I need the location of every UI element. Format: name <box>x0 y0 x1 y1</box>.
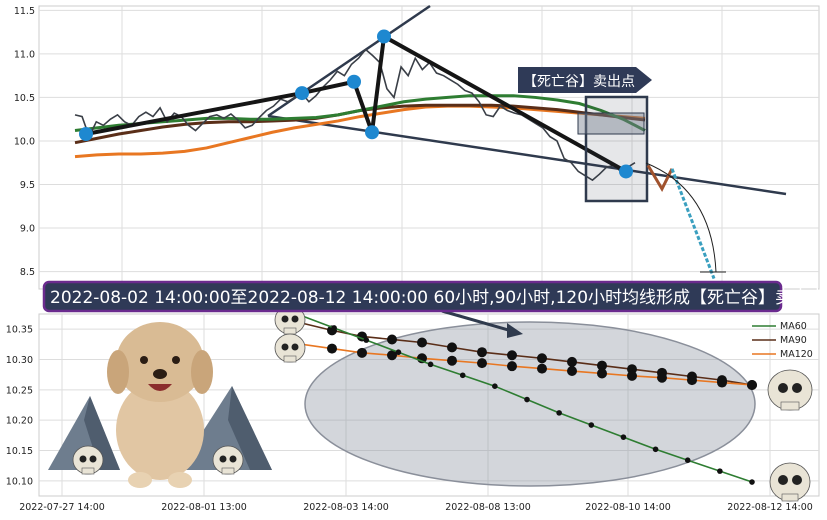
ma60-point <box>395 349 402 356</box>
ma60-point <box>363 337 370 343</box>
ma120-point <box>327 343 337 354</box>
ma-panel-x-tick-label: 2022-08-08 13:00 <box>445 502 531 513</box>
ma-panel-x-tick-label: 2022-08-01 13:00 <box>161 502 247 513</box>
pivot-point <box>295 86 309 101</box>
ma-panel-x-tick-label: 2022-08-10 14:00 <box>585 502 671 513</box>
death-valley-highlight-box <box>584 95 649 203</box>
ma90-point <box>597 360 607 371</box>
death-valley-tag: 【死亡谷】卖出点 <box>518 67 652 93</box>
ma60-point <box>620 434 627 440</box>
ma90-point <box>387 334 397 345</box>
ma120-point <box>717 377 727 388</box>
forecast-projection <box>670 168 716 280</box>
price-panel-y-tick-label: 10.5 <box>14 93 35 104</box>
ma-panel-y-tick-label: 10.15 <box>6 446 33 457</box>
ma-panel-y-tick-label: 10.30 <box>6 355 33 366</box>
ma-panel-x-tick-label: 2022-07-27 14:00 <box>19 502 105 513</box>
poodle-dog-icon <box>107 322 213 488</box>
pivot-points <box>79 29 633 179</box>
lower-trendline <box>267 114 787 196</box>
announcement-banner: 2022-08-02 14:00:00至2022-08-12 14:00:00 … <box>42 280 826 313</box>
ma90-point <box>477 347 487 358</box>
price-panel-y-tick-label: 9.5 <box>20 180 35 191</box>
pivot-point <box>377 29 391 44</box>
pivot-point <box>347 74 361 89</box>
ma120-line <box>74 104 646 159</box>
ma-panel-y-tick-label: 10.25 <box>6 385 33 396</box>
price-panel-y-tick-label: 10.0 <box>14 136 35 147</box>
death-valley-box <box>577 95 649 203</box>
ma120-point <box>387 350 397 361</box>
pivot-point <box>365 125 379 140</box>
price-panel-y-tick-label: 9.0 <box>20 224 35 235</box>
ma90-series-line <box>301 322 753 386</box>
ma120-point <box>657 372 667 383</box>
ma60-point <box>459 372 466 379</box>
ma60-point <box>588 422 595 428</box>
ma60-point <box>427 361 434 368</box>
rock-icon <box>48 386 272 470</box>
ma120-point <box>627 370 637 381</box>
ma90-point <box>417 337 427 348</box>
ma60-point <box>556 410 562 416</box>
forecast-path <box>645 162 726 280</box>
legend-label-ma120: MA120 <box>780 349 813 360</box>
ma120-series-line <box>301 343 753 386</box>
ma-panel-y-tick-label: 10.10 <box>6 476 33 487</box>
ma-panel-x-tick-label: 2022-08-12 14:00 <box>727 502 813 513</box>
ma60-point <box>717 468 723 474</box>
death-valley-tag-label: 【死亡谷】卖出点 <box>523 74 635 90</box>
legend: MA60 MA90 MA120 <box>752 321 813 360</box>
ma120-point <box>567 366 577 377</box>
ma-panel-y-tick-label: 10.35 <box>6 325 33 336</box>
ma-panel: 10.10 10.15 10.20 10.25 10.30 10.35 2022-07-2… <box>6 305 820 513</box>
pointer-arrow-head <box>507 323 523 338</box>
price-panel: 8.5 9.0 9.5 10.0 10.5 11.0 11.5 【死亡谷】卖出点 <box>14 4 820 290</box>
ma-panel-x-tick-label: 2022-08-03 14:00 <box>303 502 389 513</box>
ma120-point <box>687 375 697 386</box>
zigzag-line <box>85 33 627 174</box>
ma120-point <box>747 379 757 390</box>
death-valley-inner-box <box>577 112 645 135</box>
price-panel-y-tick-label: 11.5 <box>14 6 35 17</box>
ma-panel-y-ticks: 10.10 10.15 10.20 10.25 10.30 10.35 <box>6 325 33 488</box>
zigzag-pattern <box>85 33 627 174</box>
ma120-point <box>597 368 607 379</box>
ma60-line <box>74 94 646 133</box>
pivot-point <box>619 164 633 179</box>
ma60-point <box>524 396 530 403</box>
ma-panel-y-tick-label: 10.20 <box>6 416 33 427</box>
price-panel-y-ticks: 8.5 9.0 9.5 10.0 10.5 11.0 11.5 <box>14 6 35 278</box>
ma120-point <box>507 361 517 372</box>
ma120-point <box>477 358 487 369</box>
price-panel-y-tick-label: 11.0 <box>14 49 35 60</box>
ma120-point <box>357 347 367 358</box>
ma120-point <box>537 363 547 374</box>
announcement-banner-text: 2022-08-02 14:00:00至2022-08-12 14:00:00 … <box>50 288 826 308</box>
ma60-point <box>652 446 659 453</box>
legend-label-ma90: MA90 <box>780 335 807 346</box>
ma60-point <box>684 457 691 464</box>
ma60-point <box>749 479 755 485</box>
ma90-point <box>507 350 517 361</box>
price-panel-y-tick-label: 8.5 <box>20 267 35 278</box>
legend-label-ma60: MA60 <box>780 321 807 332</box>
ma90-point <box>537 353 547 364</box>
ma90-point <box>567 356 577 367</box>
skull-icon <box>72 305 813 502</box>
pivot-point <box>79 127 93 142</box>
ma60-point <box>492 383 498 389</box>
pointer-arrow-line <box>441 309 513 333</box>
moving-average-lines <box>74 94 646 159</box>
ma120-point <box>447 355 457 366</box>
forecast-arc <box>645 162 717 273</box>
ma-series <box>301 315 757 485</box>
ma-panel-x-ticks: 2022-07-27 14:00 2022-08-01 13:00 2022-08-… <box>19 502 813 513</box>
ma90-point <box>447 342 457 353</box>
ma60-point <box>331 325 337 331</box>
